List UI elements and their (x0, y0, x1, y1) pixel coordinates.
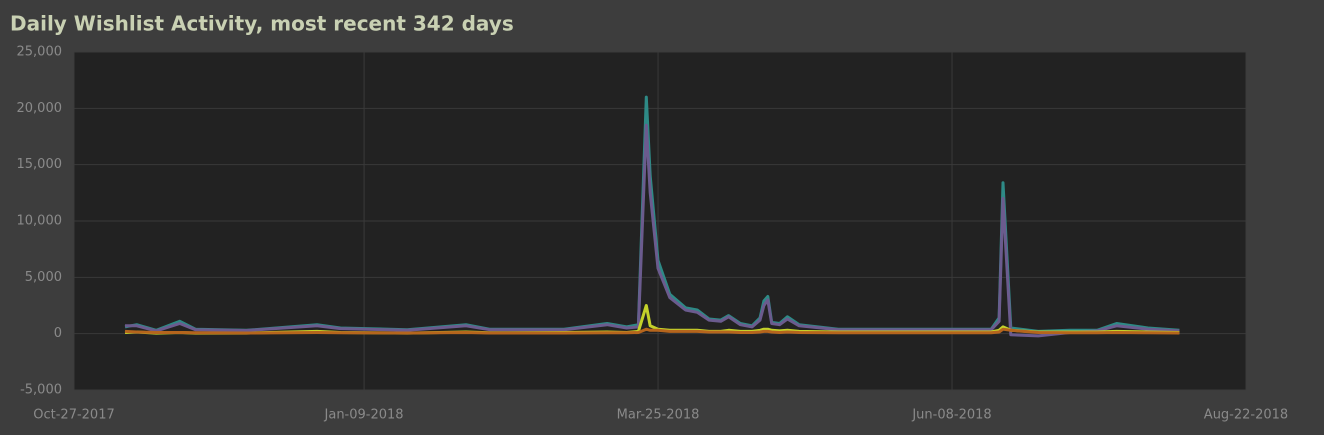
series-line (125, 123, 1180, 338)
x-tick-label: Aug-22-2018 (1204, 408, 1288, 423)
y-tick-label: 5,000 (25, 270, 62, 285)
chart-title: Daily Wishlist Activity, most recent 342… (10, 12, 514, 36)
x-tick-label: Oct-27-2017 (33, 408, 115, 423)
y-tick-label: 0 (54, 326, 62, 341)
x-tick-label: Mar-25-2018 (617, 408, 700, 423)
x-tick-label: Jun-08-2018 (911, 408, 991, 423)
y-tick-label: 10,000 (17, 214, 63, 229)
y-tick-label: -5,000 (20, 383, 62, 398)
series-line (124, 327, 1180, 335)
x-tick-label: Jan-09-2018 (324, 408, 404, 423)
y-tick-label: 15,000 (17, 157, 63, 172)
y-tick-label: 25,000 (17, 45, 63, 60)
y-tick-label: 20,000 (17, 101, 63, 116)
